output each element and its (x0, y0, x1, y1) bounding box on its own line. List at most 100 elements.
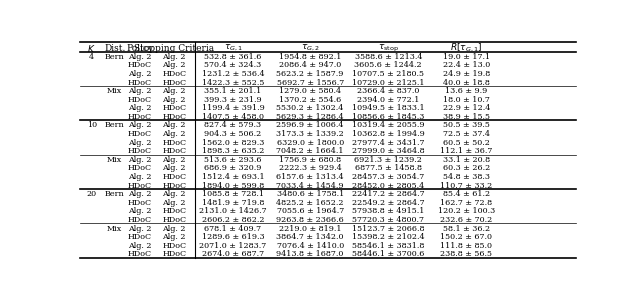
Text: 111.8 ± 85.0: 111.8 ± 85.0 (440, 242, 492, 250)
Text: 678.1 ± 409.7: 678.1 ± 409.7 (204, 224, 262, 232)
Text: 10362.8 ± 1994.9: 10362.8 ± 1994.9 (352, 130, 424, 138)
Text: HDoC: HDoC (162, 139, 186, 147)
Text: $\tau_\mathrm{stop}$: $\tau_\mathrm{stop}$ (378, 43, 399, 54)
Text: 54.8 ± 38.3: 54.8 ± 38.3 (443, 173, 490, 181)
Text: Bern: Bern (105, 53, 125, 61)
Text: 15123.7 ± 2066.8: 15123.7 ± 2066.8 (352, 224, 424, 232)
Text: 24.9 ± 19.8: 24.9 ± 19.8 (443, 70, 490, 78)
Text: 150.2 ± 67.0: 150.2 ± 67.0 (440, 233, 492, 241)
Text: 10707.5 ± 2180.5: 10707.5 ± 2180.5 (352, 70, 424, 78)
Text: 85.4 ± 61.2: 85.4 ± 61.2 (443, 190, 490, 198)
Text: $\tau_{G,2}$: $\tau_{G,2}$ (301, 43, 319, 53)
Text: 60.5 ± 50.2: 60.5 ± 50.2 (443, 139, 490, 147)
Text: 6921.3 ± 1239.2: 6921.3 ± 1239.2 (355, 156, 422, 164)
Text: HDoC: HDoC (128, 250, 152, 258)
Text: 2606.2 ± 862.2: 2606.2 ± 862.2 (202, 216, 264, 224)
Text: 1898.3 ± 635.2: 1898.3 ± 635.2 (202, 147, 264, 155)
Text: 232.6 ± 70.2: 232.6 ± 70.2 (440, 216, 493, 224)
Text: 7033.4 ± 1454.9: 7033.4 ± 1454.9 (276, 182, 344, 190)
Text: 9413.8 ± 1687.0: 9413.8 ± 1687.0 (276, 250, 344, 258)
Text: 399.3 ± 231.9: 399.3 ± 231.9 (204, 96, 262, 104)
Text: 5629.3 ± 1286.4: 5629.3 ± 1286.4 (276, 113, 344, 121)
Text: 10319.4 ± 2055.9: 10319.4 ± 2055.9 (352, 122, 424, 130)
Text: Alg. 2: Alg. 2 (163, 96, 186, 104)
Text: Policy: Policy (126, 44, 154, 53)
Text: 6877.5 ± 1458.8: 6877.5 ± 1458.8 (355, 164, 422, 172)
Text: HDoC: HDoC (128, 182, 152, 190)
Text: 904.3 ± 506.2: 904.3 ± 506.2 (204, 130, 262, 138)
Text: 50.5 ± 39.5: 50.5 ± 39.5 (443, 122, 490, 130)
Text: 33.1 ± 20.8: 33.1 ± 20.8 (443, 156, 490, 164)
Text: HDoC: HDoC (162, 70, 186, 78)
Text: 162.7 ± 72.8: 162.7 ± 72.8 (440, 199, 492, 207)
Text: 112.1 ± 36.7: 112.1 ± 36.7 (440, 147, 493, 155)
Text: 5623.2 ± 1587.9: 5623.2 ± 1587.9 (276, 70, 344, 78)
Text: Alg. 2: Alg. 2 (163, 53, 186, 61)
Text: 2071.0 ± 1283.7: 2071.0 ± 1283.7 (200, 242, 267, 250)
Text: 22549.2 ± 2864.7: 22549.2 ± 2864.7 (352, 199, 424, 207)
Text: 110.7 ± 33.2: 110.7 ± 33.2 (440, 182, 493, 190)
Text: 1562.0 ± 829.3: 1562.0 ± 829.3 (202, 139, 264, 147)
Text: Mix: Mix (107, 224, 122, 232)
Text: 28452.0 ± 2805.4: 28452.0 ± 2805.4 (352, 182, 424, 190)
Text: 7076.4 ± 1410.0: 7076.4 ± 1410.0 (276, 242, 344, 250)
Text: Alg. 2: Alg. 2 (163, 156, 186, 164)
Text: 57938.8 ± 4915.1: 57938.8 ± 4915.1 (352, 207, 424, 215)
Text: HDoC: HDoC (162, 173, 186, 181)
Text: 4825.2 ± 1652.2: 4825.2 ± 1652.2 (276, 199, 344, 207)
Text: 2674.0 ± 687.7: 2674.0 ± 687.7 (202, 250, 264, 258)
Text: 10856.6 ± 1845.3: 10856.6 ± 1845.3 (352, 113, 424, 121)
Text: HDoC: HDoC (128, 61, 152, 69)
Text: Alg. 2: Alg. 2 (163, 224, 186, 232)
Text: HDoC: HDoC (128, 96, 152, 104)
Text: Alg. 2: Alg. 2 (128, 190, 152, 198)
Text: 13.6 ± 9.9: 13.6 ± 9.9 (445, 87, 488, 95)
Text: 1954.8 ± 892.1: 1954.8 ± 892.1 (279, 53, 341, 61)
Text: 355.1 ± 201.1: 355.1 ± 201.1 (204, 87, 262, 95)
Text: 827.4 ± 579.3: 827.4 ± 579.3 (204, 122, 262, 130)
Text: 4: 4 (89, 53, 94, 61)
Text: HDoC: HDoC (128, 199, 152, 207)
Text: 22.4 ± 13.0: 22.4 ± 13.0 (443, 61, 490, 69)
Text: 3480.6 ± 1758.1: 3480.6 ± 1758.1 (276, 190, 344, 198)
Text: 532.8 ± 361.6: 532.8 ± 361.6 (204, 53, 262, 61)
Text: $\tau_{G,1}$: $\tau_{G,1}$ (223, 43, 243, 53)
Text: 1199.4 ± 391.9: 1199.4 ± 391.9 (202, 104, 264, 112)
Text: 27977.4 ± 3431.7: 27977.4 ± 3431.7 (352, 139, 424, 147)
Text: Alg. 2: Alg. 2 (163, 233, 186, 241)
Text: 513.6 ± 293.6: 513.6 ± 293.6 (204, 156, 262, 164)
Text: HDoC: HDoC (128, 164, 152, 172)
Text: 1289.6 ± 619.3: 1289.6 ± 619.3 (202, 233, 264, 241)
Text: 18.0 ± 10.7: 18.0 ± 10.7 (443, 96, 490, 104)
Text: 2394.0 ± 772.1: 2394.0 ± 772.1 (357, 96, 419, 104)
Text: Mix: Mix (107, 156, 122, 164)
Text: HDoC: HDoC (162, 207, 186, 215)
Text: 2222.3 ± 929.4: 2222.3 ± 929.4 (279, 164, 342, 172)
Text: Alg. 2: Alg. 2 (163, 122, 186, 130)
Text: 1756.9 ± 680.8: 1756.9 ± 680.8 (279, 156, 341, 164)
Text: $R[\tau_{G,1}]$: $R[\tau_{G,1}]$ (451, 42, 483, 54)
Text: 19.0 ± 17.1: 19.0 ± 17.1 (443, 53, 490, 61)
Text: 2086.4 ± 947.0: 2086.4 ± 947.0 (279, 61, 341, 69)
Text: 5530.2 ± 1302.4: 5530.2 ± 1302.4 (276, 104, 344, 112)
Text: 58446.1 ± 3700.6: 58446.1 ± 3700.6 (352, 250, 424, 258)
Text: 7055.6 ± 1964.7: 7055.6 ± 1964.7 (276, 207, 344, 215)
Text: HDoC: HDoC (128, 233, 152, 241)
Text: Alg. 2: Alg. 2 (128, 139, 152, 147)
Text: 2131.0 ± 1426.7: 2131.0 ± 1426.7 (199, 207, 267, 215)
Text: Alg. 2: Alg. 2 (128, 173, 152, 181)
Text: 28457.3 ± 3054.7: 28457.3 ± 3054.7 (352, 173, 424, 181)
Text: 5692.7 ± 1556.7: 5692.7 ± 1556.7 (276, 78, 344, 86)
Text: 1279.0 ± 580.4: 1279.0 ± 580.4 (279, 87, 341, 95)
Text: 58546.1 ± 3831.8: 58546.1 ± 3831.8 (352, 242, 424, 250)
Text: 1512.4 ± 693.1: 1512.4 ± 693.1 (202, 173, 264, 181)
Text: Alg. 2: Alg. 2 (128, 207, 152, 215)
Text: Bern: Bern (105, 190, 125, 198)
Text: 120.2 ± 100.3: 120.2 ± 100.3 (438, 207, 495, 215)
Text: 2366.4 ± 837.0: 2366.4 ± 837.0 (357, 87, 419, 95)
Text: Alg. 2: Alg. 2 (128, 53, 152, 61)
Text: $K$: $K$ (88, 43, 96, 54)
Text: 3588.6 ± 1213.4: 3588.6 ± 1213.4 (355, 53, 422, 61)
Text: Alg. 2: Alg. 2 (128, 122, 152, 130)
Text: 1407.5 ± 458.0: 1407.5 ± 458.0 (202, 113, 264, 121)
